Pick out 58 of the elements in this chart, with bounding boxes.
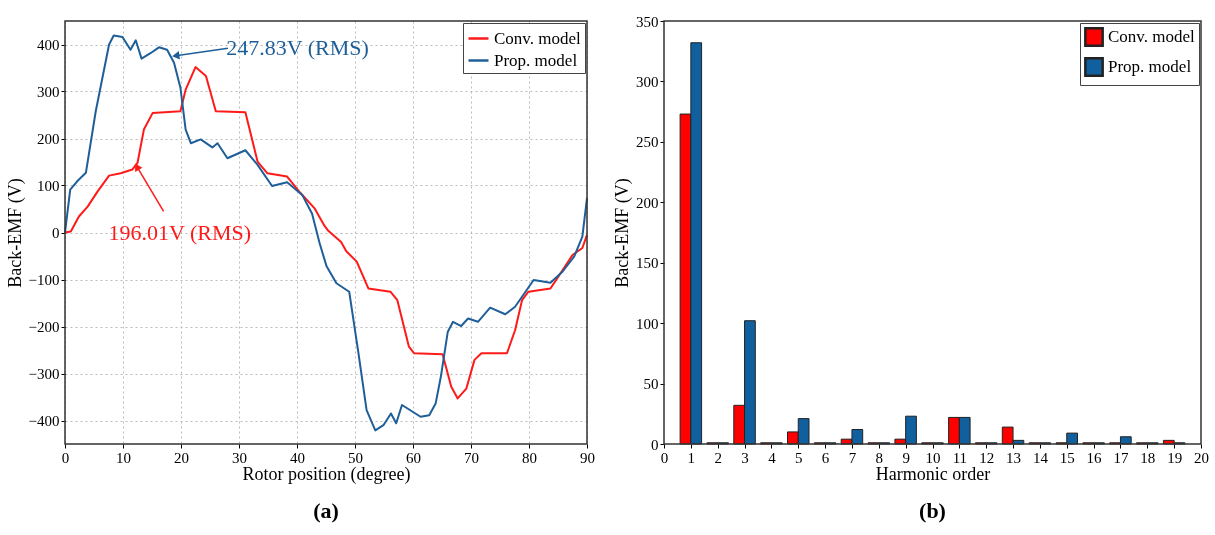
x-axis-title: Harmonic order	[875, 463, 991, 484]
x-tick-label: 19	[1167, 449, 1183, 466]
x-axis-title: Rotor position (degree)	[242, 463, 411, 485]
x-tick-label: 8	[875, 449, 884, 466]
x-tick-label: 20	[1194, 449, 1209, 466]
y-tick-label: 150	[636, 255, 659, 272]
y-axis-title: Back-EMF (V)	[612, 178, 633, 288]
y-tick-label: −100	[28, 272, 60, 288]
y-tick-label: 0	[651, 436, 659, 453]
x-tick-label: 15	[1059, 449, 1075, 466]
x-tick-label: 60	[406, 449, 421, 466]
x-tick-label: 18	[1140, 449, 1156, 466]
legend-label: Conv. model	[494, 28, 581, 48]
x-tick-label: 3	[741, 449, 749, 466]
y-tick-label: 200	[636, 194, 659, 211]
y-tick-label: 350	[636, 13, 659, 30]
x-tick-label: 2	[714, 449, 722, 466]
x-tick-label: 1	[687, 449, 696, 466]
x-tick-label: 40	[290, 449, 305, 466]
annotation: 247.83V (RMS)	[226, 35, 369, 61]
x-tick-label: 80	[522, 449, 537, 466]
x-tick-label: 7	[848, 449, 857, 466]
x-tick-label: 30	[232, 449, 247, 466]
x-tick-label: 16	[1086, 449, 1103, 466]
x-tick-label: 9	[902, 449, 910, 466]
annotation: 196.01V (RMS)	[108, 219, 252, 245]
y-tick-label: 300	[37, 84, 60, 100]
x-tick-label: 50	[348, 449, 363, 466]
legend-label: Prop. model	[494, 50, 578, 70]
x-tick-label: 11	[952, 449, 968, 466]
x-tick-label: 5	[795, 449, 803, 466]
x-tick-label: 12	[979, 449, 995, 466]
y-tick-label: −200	[28, 319, 60, 335]
y-tick-label: 300	[636, 73, 659, 90]
x-tick-label: 14	[1032, 449, 1049, 466]
x-tick-label: 4	[768, 449, 777, 466]
text: (b)	[919, 498, 946, 523]
y-tick-label: 100	[37, 178, 60, 194]
x-tick-label: 20	[174, 449, 189, 466]
y-tick-label: −300	[28, 366, 60, 382]
y-tick-label: 400	[37, 37, 60, 53]
y-tick-label: 50	[643, 376, 659, 393]
text: (a)	[313, 498, 339, 523]
legend-label: Prop. model	[1108, 57, 1192, 76]
x-tick-label: 17	[1113, 449, 1129, 466]
x-tick-label: 70	[464, 449, 479, 466]
y-tick-label: 100	[636, 315, 659, 332]
y-tick-label: −400	[28, 413, 60, 429]
x-tick-label: 90	[580, 449, 595, 466]
y-tick-label: 250	[636, 134, 659, 151]
x-tick-label: 6	[821, 449, 830, 466]
x-tick-label: 10	[116, 449, 131, 466]
y-tick-label: 0	[52, 225, 60, 241]
x-tick-label: 10	[925, 449, 941, 466]
y-tick-label: 200	[37, 131, 60, 147]
y-axis-title: Back-EMF (V)	[4, 178, 26, 288]
x-tick-label: 13	[1006, 449, 1022, 466]
legend-label: Conv. model	[1108, 27, 1195, 46]
